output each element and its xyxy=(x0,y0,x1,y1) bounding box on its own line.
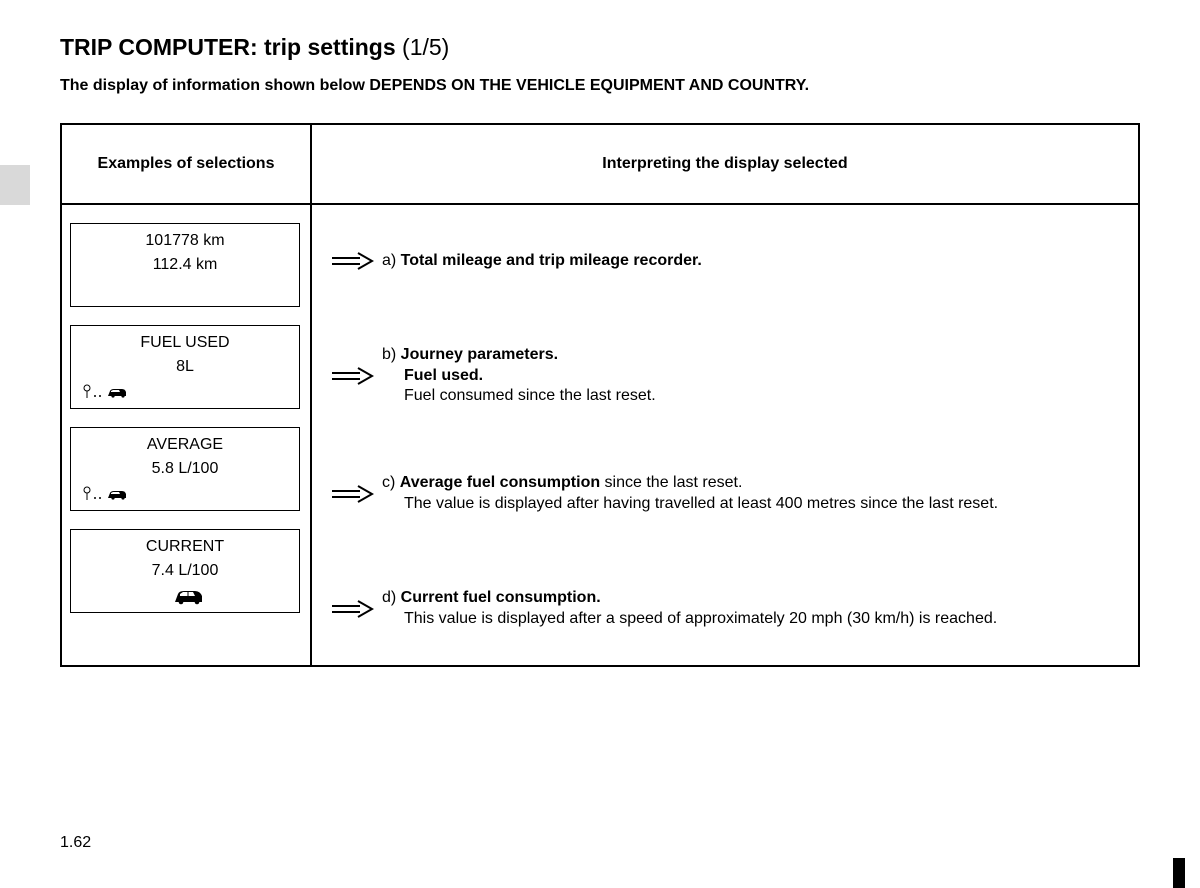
selection-box: FUEL USED 8L xyxy=(70,325,300,409)
arrow-icon xyxy=(322,252,382,270)
corner-mark xyxy=(1173,858,1185,888)
selection-line: FUEL USED xyxy=(75,334,295,352)
selection-line: 5.8 L/100 xyxy=(75,460,295,478)
page-title: TRIP COMPUTER: trip settings (1/5) xyxy=(60,34,1140,61)
selection-line: 7.4 L/100 xyxy=(75,562,295,580)
selection-line: AVERAGE xyxy=(75,436,295,454)
selection-line: 8L xyxy=(75,358,295,376)
pump-car-icon xyxy=(75,484,295,506)
header-left: Examples of selections xyxy=(62,125,312,203)
table-row: d) Current fuel consumption. This value … xyxy=(322,553,1132,665)
arrow-icon xyxy=(322,485,382,503)
side-tab xyxy=(0,165,30,205)
page-number: 1.62 xyxy=(60,834,91,852)
selection-box: AVERAGE 5.8 L/100 xyxy=(70,427,300,511)
selection-box: CURRENT 7.4 L/100 xyxy=(70,529,300,613)
car-icon xyxy=(75,586,295,608)
pump-car-icon xyxy=(75,382,295,404)
table-row: a) Total mileage and trip mileage record… xyxy=(322,205,1132,317)
table-row: b) Journey parameters. Fuel used. Fuel c… xyxy=(322,317,1132,435)
title-suffix: (1/5) xyxy=(402,34,449,60)
description-text: b) Journey parameters. Fuel used. Fuel c… xyxy=(382,345,1132,407)
description-text: a) Total mileage and trip mileage record… xyxy=(382,251,1132,272)
page-subtitle: The display of information shown below D… xyxy=(60,77,1140,95)
settings-table: Examples of selections Interpreting the … xyxy=(60,123,1140,667)
table-header-row: Examples of selections Interpreting the … xyxy=(62,125,1138,205)
selection-line: CURRENT xyxy=(75,538,295,556)
arrow-icon xyxy=(322,600,382,618)
selection-line: 101778 km xyxy=(75,232,295,250)
descriptions-column: a) Total mileage and trip mileage record… xyxy=(312,205,1138,665)
description-text: d) Current fuel consumption. This value … xyxy=(382,588,1132,630)
examples-column: 101778 km 112.4 km FUEL USED 8L xyxy=(62,205,312,665)
table-body: 101778 km 112.4 km FUEL USED 8L xyxy=(62,205,1138,665)
selection-box: 101778 km 112.4 km xyxy=(70,223,300,307)
title-main: TRIP COMPUTER: trip settings xyxy=(60,34,402,60)
table-row: c) Average fuel consumption since the la… xyxy=(322,435,1132,553)
selection-line: 112.4 km xyxy=(75,256,295,274)
description-text: c) Average fuel consumption since the la… xyxy=(382,473,1132,515)
arrow-icon xyxy=(322,367,382,385)
header-right: Interpreting the display selected xyxy=(312,125,1138,203)
